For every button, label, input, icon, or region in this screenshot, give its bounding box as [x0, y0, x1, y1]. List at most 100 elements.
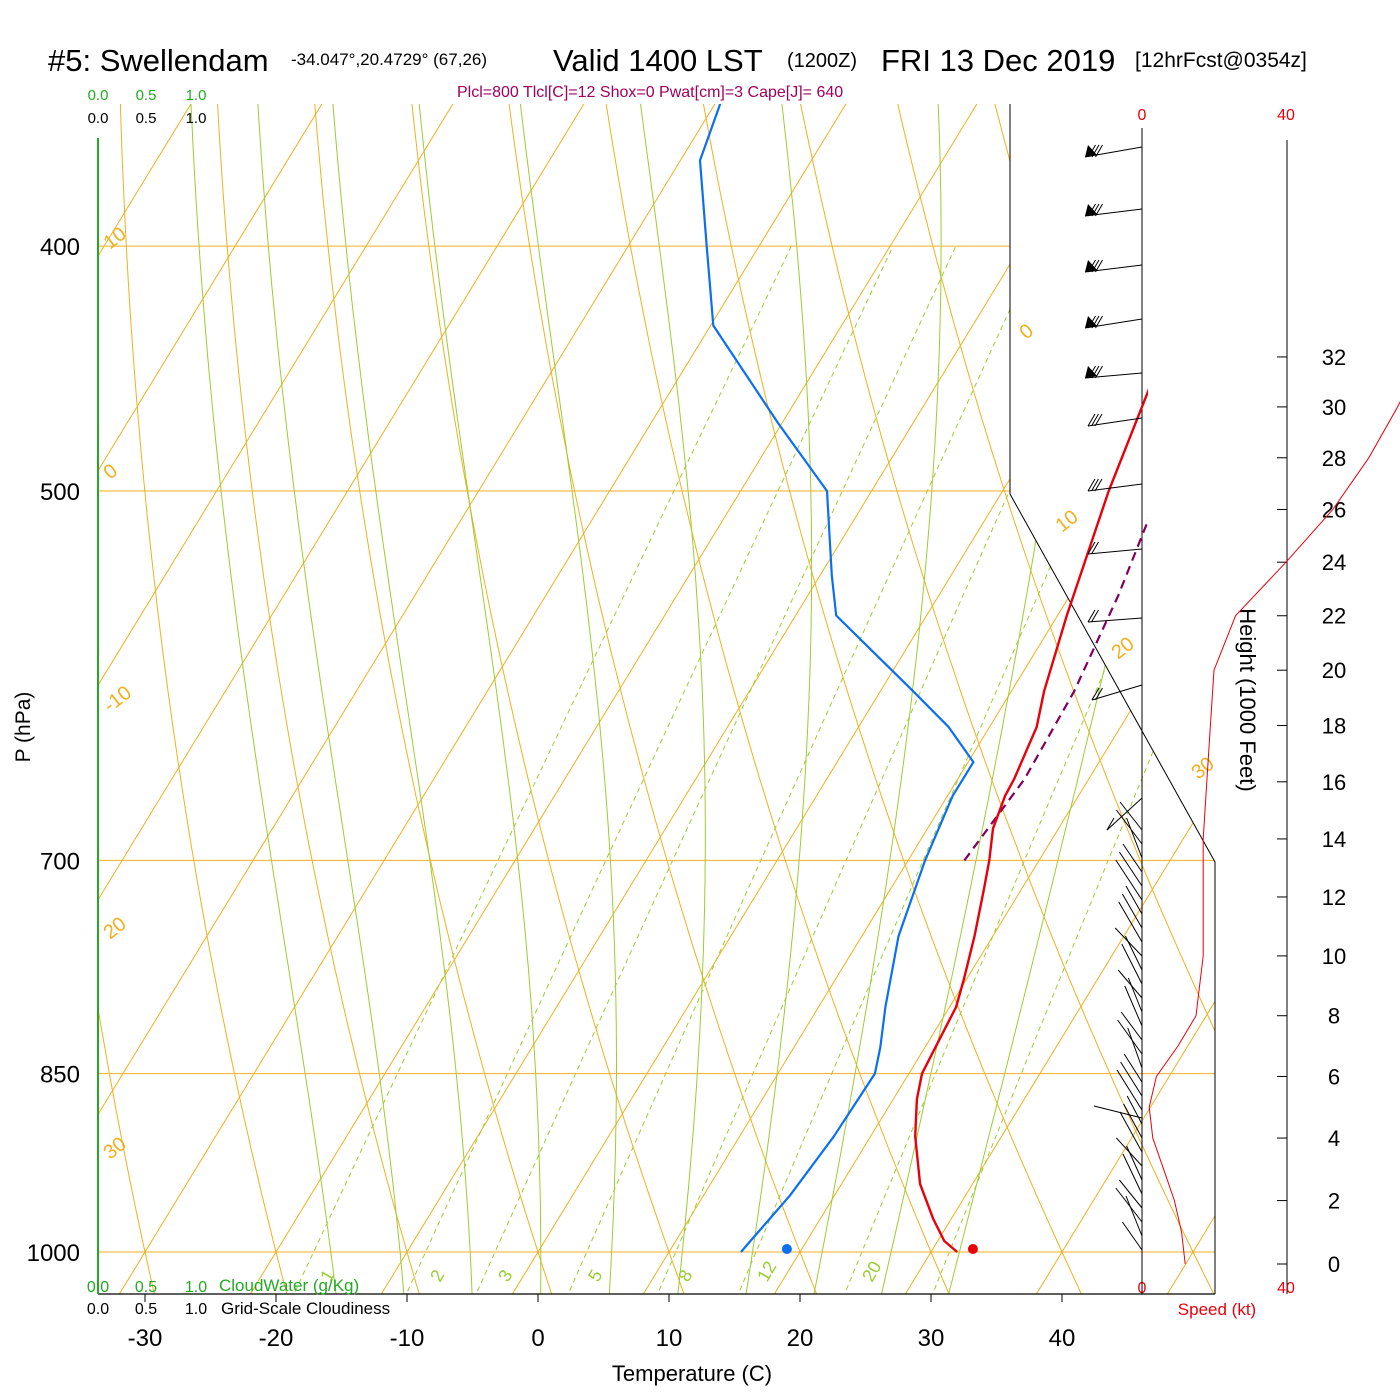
- wind-barb-feather: [1095, 687, 1103, 701]
- dry-adiabat-label: -10: [100, 682, 136, 717]
- height-tick-label: 10: [1322, 944, 1346, 969]
- wind-barb: [1118, 901, 1143, 943]
- x-axis-title: Temperature (C): [612, 1361, 772, 1386]
- dry-adiabat: [383, 104, 708, 1294]
- wind-barb-feather: [1091, 144, 1100, 158]
- dry-adiabat: [98, 104, 170, 1294]
- wind-barb: [1122, 1153, 1143, 1195]
- height-tick-label: 16: [1322, 770, 1346, 795]
- temperature-tick-label: -10: [390, 1325, 425, 1352]
- speed-tick-label: 40: [1277, 107, 1295, 124]
- isotherm: [98, 104, 709, 1294]
- isotherm: [98, 104, 1102, 1294]
- dry-adiabat: [1167, 104, 1215, 1294]
- temperature-tick-label: 10: [656, 1325, 683, 1352]
- dry-adiabat: [295, 104, 574, 1294]
- wind-barb: [1084, 208, 1143, 217]
- valid-time: Valid 1400 LST: [553, 43, 763, 78]
- dry-adiabat: [818, 104, 1215, 1294]
- dry-adiabat: [1342, 0, 1400, 1357]
- wind-barb-feather: [1095, 203, 1103, 217]
- mixing-ratio-line: [377, 245, 894, 1294]
- wind-barb: [1124, 985, 1143, 1027]
- dry-adiabat: [0, 0, 34, 1357]
- wind-barb: [1087, 548, 1143, 555]
- moist-adiabat: [483, 104, 617, 1294]
- mixing-ratio-label: 20: [858, 1258, 885, 1285]
- isotherm: [997, 104, 1215, 1294]
- wind-barb: [1120, 1011, 1143, 1041]
- wind-barb-feather: [1088, 203, 1096, 217]
- isotherm: [211, 104, 1215, 1294]
- moist-adiabat: [594, 104, 706, 1294]
- mixing-ratio-line: [711, 245, 1192, 1294]
- moist-adiabat: [391, 104, 542, 1294]
- height-tick-label: 14: [1322, 827, 1346, 852]
- moist-adiabat: [246, 104, 410, 1294]
- wind-barb: [1115, 1187, 1143, 1223]
- isotherm: [98, 104, 578, 1294]
- dry-adiabat-label: 10: [100, 223, 131, 254]
- pressure-tick-label: 850: [40, 1062, 80, 1089]
- cloudwater-label: CloudWater (g/Kg): [219, 1276, 359, 1295]
- isotherm: [1128, 104, 1215, 1294]
- pressure-tick-label: 400: [40, 234, 80, 261]
- cloudwater-scale-bottom: 0.5: [135, 1279, 157, 1296]
- speed-tick-label: 0: [1138, 107, 1147, 124]
- wind-barb: [1120, 1061, 1143, 1097]
- surface-dewpoint-dot: [781, 1244, 792, 1254]
- wind-barb: [1116, 809, 1143, 845]
- cloudiness-scale-top: 0.5: [136, 110, 157, 127]
- pressure-tick-label: 1000: [27, 1240, 80, 1267]
- dry-adiabat: [117, 104, 305, 1294]
- wind-barb-feather: [1091, 687, 1100, 701]
- y-axis-title: P (hPa): [12, 692, 35, 763]
- wind-barb-feather: [1091, 609, 1099, 623]
- wind-barb-feather: [1095, 365, 1103, 379]
- wind-barb: [1116, 1069, 1143, 1111]
- moist-adiabat: [801, 104, 942, 1294]
- wind-barb-feather: [1091, 259, 1100, 273]
- moist-adiabat: [932, 104, 1215, 1294]
- mixing-ratio-label: 8: [674, 1266, 696, 1285]
- dry-adiabat-label: 20: [100, 913, 131, 944]
- dry-adiabat: [557, 104, 978, 1294]
- wind-barb: [1118, 851, 1143, 887]
- dry-adiabat-label: 10: [1052, 506, 1083, 537]
- cloudiness-scale-top: 1.0: [186, 110, 207, 127]
- isotherm: [866, 104, 1215, 1294]
- moist-adiabat: [313, 104, 475, 1294]
- forecast-run: [12hrFcst@0354z]: [1135, 49, 1307, 72]
- wind-barb-feather: [1088, 259, 1096, 273]
- isotherm: [735, 104, 1215, 1294]
- cloudwater-scale-top: 0.0: [88, 87, 109, 104]
- wind-barb-feather: [1088, 365, 1096, 379]
- wind-barb: [1117, 969, 1143, 999]
- temperature-tick-label: -20: [259, 1325, 294, 1352]
- mixing-ratio-line: [907, 245, 1215, 1294]
- isotherm: [0, 0, 53, 1357]
- parcel-trace: [963, 517, 1148, 862]
- station-coords: -34.047°,20.4729° (67,26): [291, 50, 487, 69]
- temperature-tick-label: -30: [128, 1325, 163, 1352]
- height-tick-label: 18: [1322, 714, 1346, 739]
- isotherm: [98, 104, 840, 1294]
- cloudwater-scale-top: 0.5: [136, 87, 157, 104]
- wind-barb: [1127, 1027, 1143, 1069]
- isotherm: [473, 104, 1215, 1294]
- height-tick-label: 4: [1328, 1126, 1340, 1151]
- speed-tick-label: 40: [1277, 1280, 1295, 1297]
- temperature-line: [914, 388, 1148, 1253]
- isotherm: [98, 104, 316, 1294]
- cloudiness-scale-bottom: 0.0: [87, 1301, 109, 1318]
- wind-barb-feather: [1087, 541, 1096, 555]
- wind-barb-feather: [1094, 413, 1103, 427]
- wind-barb: [1123, 1103, 1143, 1139]
- wind-barb-feather: [1091, 203, 1100, 217]
- wind-barb-feather: [1091, 541, 1099, 555]
- wind-barb: [1121, 893, 1143, 929]
- wind-barb-feather: [1088, 315, 1096, 329]
- dry-adiabat: [470, 104, 843, 1294]
- moist-adiabat: [184, 104, 344, 1294]
